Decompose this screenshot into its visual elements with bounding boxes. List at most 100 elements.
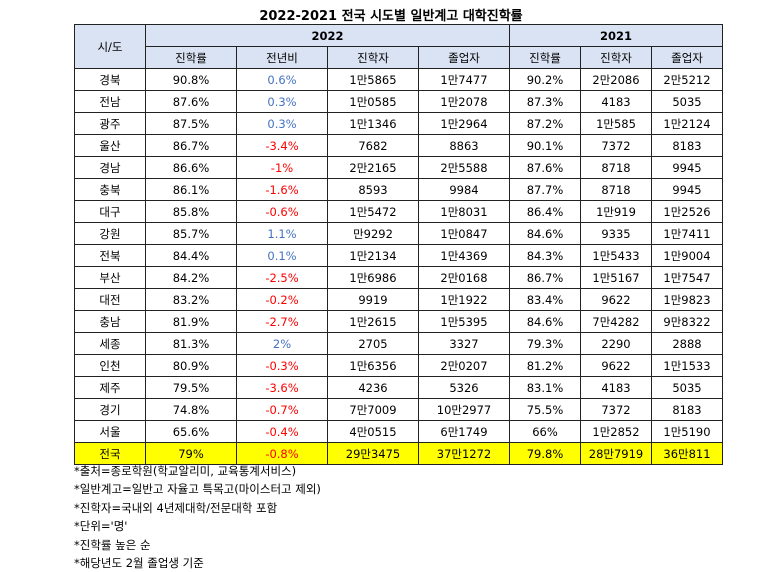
cell-diff: -0.7%: [236, 398, 328, 421]
footnote: *해당년도 2월 졸업생 기준: [74, 556, 204, 571]
cell-rate22: 87.6%: [145, 90, 237, 113]
cell-rate22: 81.3%: [145, 332, 237, 355]
cell-grad21: 2888: [651, 332, 723, 355]
cell-diff: -3.4%: [236, 134, 328, 157]
col-header: 졸업자: [651, 46, 723, 69]
cell-adm21: 7만4282: [580, 310, 652, 333]
cell-adm21: 9335: [580, 222, 652, 245]
cell-region: 강원: [74, 222, 146, 245]
cell-region: 인천: [74, 354, 146, 377]
cell-adm21: 2만2086: [580, 68, 652, 91]
cell-adm22: 7만7009: [327, 398, 419, 421]
table-row: 충북 86.1% -1.6% 8593 9984 87.7% 8718 9945: [74, 178, 723, 201]
cell-grad21: 1만2124: [651, 112, 723, 135]
region-header: 시/도: [74, 24, 146, 69]
cell-grad21: 1만7547: [651, 266, 723, 289]
table-row: 경기 74.8% -0.7% 7만7009 10만2977 75.5% 7372 8183: [74, 398, 723, 421]
cell-adm21: 28만7919: [580, 442, 652, 465]
table-row: 경남 86.6% -1% 2만2165 2만5588 87.6% 8718 9945: [74, 156, 723, 179]
cell-rate21: 79.8%: [509, 442, 581, 465]
cell-grad21: 2만5212: [651, 68, 723, 91]
cell-adm22: 9919: [327, 288, 419, 311]
cell-region: 경남: [74, 156, 146, 179]
table-row: 서울 65.6% -0.4% 4만0515 6만1749 66% 1만2852 1만5190: [74, 420, 723, 443]
cell-region: 광주: [74, 112, 146, 135]
table-row: 인천 80.9% -0.3% 1만6356 2만0207 81.2% 9622 1만1533: [74, 354, 723, 377]
cell-rate21: 83.1%: [509, 376, 581, 399]
cell-region: 경기: [74, 398, 146, 421]
cell-adm22: 29만3475: [327, 442, 419, 465]
cell-rate21: 90.1%: [509, 134, 581, 157]
cell-rate21: 86.7%: [509, 266, 581, 289]
cell-region: 경북: [74, 68, 146, 91]
cell-rate22: 90.8%: [145, 68, 237, 91]
cell-grad22: 1만2964: [418, 112, 510, 135]
table-row: 대전 83.2% -0.2% 9919 1만1922 83.4% 9622 1만9823: [74, 288, 723, 311]
table-row: 제주 79.5% -3.6% 4236 5326 83.1% 4183 5035: [74, 376, 723, 399]
cell-rate22: 81.9%: [145, 310, 237, 333]
cell-diff: -1%: [236, 156, 328, 179]
cell-rate21: 84.6%: [509, 310, 581, 333]
cell-rate21: 87.6%: [509, 156, 581, 179]
cell-rate22: 86.1%: [145, 178, 237, 201]
cell-grad21: 1만1533: [651, 354, 723, 377]
cell-region: 서울: [74, 420, 146, 443]
cell-grad22: 1만8031: [418, 200, 510, 223]
col-header: 졸업자: [418, 46, 510, 69]
cell-rate22: 65.6%: [145, 420, 237, 443]
cell-grad22: 37만1272: [418, 442, 510, 465]
cell-diff: 0.1%: [236, 244, 328, 267]
cell-region: 제주: [74, 376, 146, 399]
cell-grad22: 2만0168: [418, 266, 510, 289]
cell-grad21: 8183: [651, 398, 723, 421]
table-row: 부산 84.2% -2.5% 1만6986 2만0168 86.7% 1만5167 1만754…: [74, 266, 723, 289]
cell-rate21: 79.3%: [509, 332, 581, 355]
cell-adm22: 만9292: [327, 222, 419, 245]
footnote: *단위='명': [74, 519, 128, 534]
cell-diff: 0.6%: [236, 68, 328, 91]
admission-rate-table: 시/도 2022 2021 진학률 전년비 진학자 졸업자 진학률 진학자 졸업…: [74, 24, 723, 465]
cell-grad21: 8183: [651, 134, 723, 157]
footnote: *출처=종로학원(학교알리미, 교육통계서비스): [74, 464, 297, 478]
cell-grad22: 1만2078: [418, 90, 510, 113]
cell-rate21: 87.3%: [509, 90, 581, 113]
table-row: 경북 90.8% 0.6% 1만5865 1만7477 90.2% 2만2086 2만5212: [74, 68, 723, 91]
cell-rate21: 84.6%: [509, 222, 581, 245]
cell-grad21: 9945: [651, 156, 723, 179]
cell-adm22: 1만2615: [327, 310, 419, 333]
cell-region: 전국: [74, 442, 146, 465]
cell-grad21: 1만5190: [651, 420, 723, 443]
table-row: 강원 85.7% 1.1% 만9292 1만0847 84.6% 9335 1만7411: [74, 222, 723, 245]
footnote: *일반계고=일반고 자율고 특목고(마이스터고 제외): [74, 482, 321, 497]
footnotes: *출처=종로학원(학교알리미, 교육통계서비스) *일반계고=일반고 자율고 특목…: [74, 462, 321, 572]
cell-grad21: 9만8322: [651, 310, 723, 333]
cell-region: 대구: [74, 200, 146, 223]
cell-adm22: 1만2134: [327, 244, 419, 267]
col-header: 진학률: [509, 46, 581, 69]
cell-grad22: 1만5395: [418, 310, 510, 333]
cell-grad22: 6만1749: [418, 420, 510, 443]
cell-adm22: 4만0515: [327, 420, 419, 443]
cell-rate22: 84.2%: [145, 266, 237, 289]
table-row: 전남 87.6% 0.3% 1만0585 1만2078 87.3% 4183 5035: [74, 90, 723, 113]
cell-grad22: 3327: [418, 332, 510, 355]
col-header: 진학자: [327, 46, 419, 69]
cell-rate22: 83.2%: [145, 288, 237, 311]
cell-rate21: 84.3%: [509, 244, 581, 267]
cell-adm22: 4236: [327, 376, 419, 399]
cell-grad22: 5326: [418, 376, 510, 399]
cell-grad22: 1만0847: [418, 222, 510, 245]
cell-diff: -1.6%: [236, 178, 328, 201]
cell-adm21: 4183: [580, 376, 652, 399]
cell-diff: -0.2%: [236, 288, 328, 311]
cell-diff: -0.4%: [236, 420, 328, 443]
cell-adm22: 1만5472: [327, 200, 419, 223]
cell-rate22: 85.7%: [145, 222, 237, 245]
year-2022-header: 2022: [145, 24, 510, 47]
cell-diff: -0.3%: [236, 354, 328, 377]
cell-diff: 2%: [236, 332, 328, 355]
col-header: 진학률: [145, 46, 237, 69]
cell-rate21: 87.2%: [509, 112, 581, 135]
col-header: 전년비: [236, 46, 328, 69]
cell-rate21: 83.4%: [509, 288, 581, 311]
